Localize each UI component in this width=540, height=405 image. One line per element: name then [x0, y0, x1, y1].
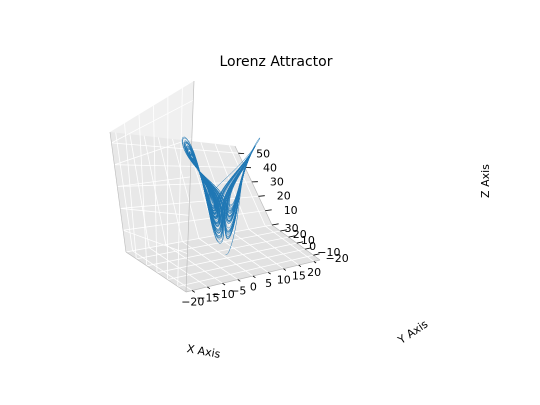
- grid-line-y-floor: [146, 236, 289, 267]
- pane-edge: [185, 80, 195, 293]
- grid-line-y-wall: [124, 123, 137, 259]
- grid-line-y-floor: [177, 254, 314, 287]
- lorenz-trajectory-line: [181, 136, 261, 255]
- grid-line-y-wall: [166, 96, 169, 280]
- grid-line-z-left: [114, 138, 192, 166]
- grid-line-y-floor: [136, 230, 281, 260]
- x-tick-mark: [313, 261, 317, 264]
- grid-line-y-floor: [167, 248, 306, 280]
- x-tick-mark: [283, 268, 287, 271]
- y-tick-mark: [280, 229, 287, 232]
- grid-line-z-right: [111, 142, 239, 154]
- x-tick-label: 15: [292, 270, 306, 283]
- x-tick-label: −15: [196, 292, 219, 305]
- x-tick-mark: [222, 282, 226, 286]
- x-tick-mark: [298, 264, 302, 268]
- x-tick-label: −10: [211, 288, 234, 301]
- grid-line-x-wall: [228, 145, 266, 227]
- z-tick-label: 10: [284, 204, 298, 217]
- axis-line-z: [234, 145, 273, 226]
- y-axis-label: Y Axis: [395, 317, 431, 347]
- x-tick-mark: [267, 272, 271, 275]
- x-tick-label: −20: [181, 295, 204, 308]
- grid-line-y-wall: [153, 105, 158, 273]
- y-tick-mark: [305, 247, 312, 250]
- y-tick-label: 10: [301, 234, 315, 247]
- z-tick-mark: [258, 195, 265, 197]
- grid-line-x-wall: [129, 134, 150, 248]
- pane-edge: [109, 131, 127, 253]
- y-tick-label: 20: [293, 228, 307, 241]
- x-tick-label: 20: [307, 266, 321, 279]
- y-tick-mark: [313, 253, 320, 256]
- pane-back-right: [110, 132, 272, 252]
- x-tick-label: −5: [230, 284, 246, 297]
- grid-line-z-left: [117, 176, 191, 187]
- y-tick-mark: [296, 241, 304, 244]
- grid-line-x-wall: [115, 132, 133, 251]
- grid-line-z-right: [114, 164, 246, 168]
- chart-title: Lorenz Attractor: [219, 54, 332, 70]
- grid-line-z-right: [123, 210, 266, 231]
- grid-line-x-wall: [157, 137, 183, 242]
- y-tick-label: 30: [285, 222, 299, 235]
- x-tick-label: 0: [250, 281, 257, 294]
- grid-line-y-wall: [138, 114, 148, 266]
- z-tick-mark: [265, 209, 272, 211]
- axis-line-y: [271, 224, 321, 261]
- z-tick-label: 20: [277, 190, 291, 203]
- z-axis-label: Z Axis: [479, 164, 492, 198]
- x-tick-mark: [237, 279, 241, 282]
- z-tick-label: 30: [270, 176, 284, 189]
- y-tick-mark: [288, 235, 295, 238]
- x-tick-label: 5: [265, 277, 272, 290]
- grid-line-z-left: [120, 208, 189, 216]
- y-tick-label: −10: [317, 246, 340, 259]
- y-tick-label: 0: [309, 240, 316, 253]
- z-tick-label: 40: [263, 162, 277, 175]
- z-tick-label: 50: [256, 148, 270, 161]
- grid-line-y-floor: [156, 242, 297, 274]
- x-tick-mark: [207, 286, 211, 290]
- plot-area: [181, 136, 261, 255]
- x-axis-label: X Axis: [186, 342, 222, 361]
- y-tick-mark: [271, 223, 279, 226]
- grid-line-z-left: [122, 229, 188, 254]
- x-tick-label: 10: [277, 273, 291, 286]
- grid-line-z-left: [111, 99, 194, 144]
- grid-line-y-wall: [177, 87, 183, 287]
- x-tick-mark: [191, 290, 196, 293]
- pane-edge: [125, 251, 187, 293]
- grid-line-y-floor: [125, 224, 273, 253]
- x-tick-mark: [252, 275, 256, 279]
- y-tick-label: −20: [326, 252, 349, 265]
- grid-line-x-wall: [172, 138, 200, 239]
- axes-ticks: −20−15−10−5 0 5 10 15 20−20−10010203010203040…: [181, 148, 349, 309]
